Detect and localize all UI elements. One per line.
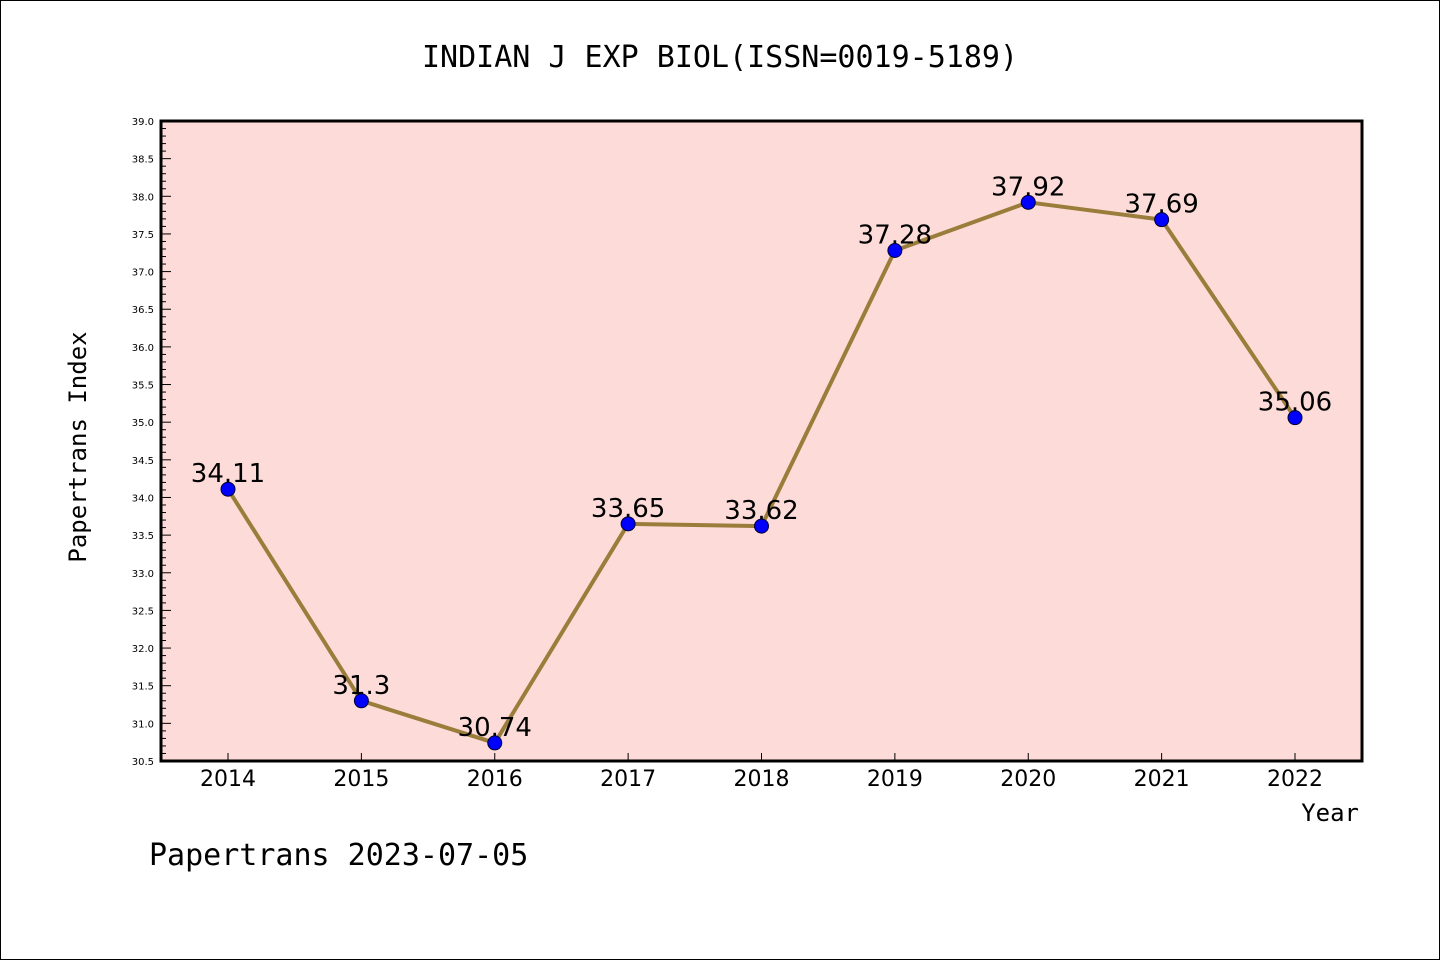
- plot-border: [159, 119, 1364, 763]
- data-point-marker: [1020, 194, 1036, 210]
- y-tick-label: 36.0: [132, 343, 154, 354]
- data-point-marker: [353, 693, 369, 709]
- y-tick-label: 35.5: [132, 381, 154, 392]
- plot-area: [161, 121, 1362, 761]
- x-tick-label: 2019: [867, 767, 923, 792]
- data-label: 33.62: [724, 496, 798, 526]
- data-label: 30.74: [458, 713, 532, 743]
- y-tick-label: 37.5: [132, 230, 154, 241]
- y-tick-label: 37.0: [132, 268, 154, 279]
- data-label: 37.92: [991, 172, 1065, 202]
- data-label: 31.3: [332, 671, 390, 701]
- y-tick-label: 34.0: [132, 493, 154, 504]
- x-tick-label: 2016: [467, 767, 523, 792]
- x-tick-label: 2022: [1267, 767, 1323, 792]
- data-label: 37.28: [858, 221, 932, 251]
- data-point-marker: [620, 516, 636, 532]
- y-tick-label: 31.0: [132, 719, 154, 730]
- x-axis-ticks: 2014 2015 2016 2017 2018 2019 2020 2021 2022: [200, 753, 1323, 792]
- x-axis-title: Year: [1301, 799, 1359, 827]
- footer-text: Papertrans 2023-07-05: [149, 838, 528, 873]
- series-layer: [220, 194, 1303, 751]
- data-labels-layer: 34.11 31.3 30.74 33.65 33.62 37.28 37.92 37.69 3…: [191, 172, 1332, 743]
- y-tick-label: 31.5: [132, 682, 154, 693]
- chart-title: INDIAN J EXP BIOL(ISSN=0019-5189): [422, 40, 1018, 75]
- data-point-marker: [1154, 212, 1170, 228]
- data-label: 34.11: [191, 459, 265, 489]
- y-tick-label: 36.5: [132, 305, 154, 316]
- y-tick-label: 35.0: [132, 418, 154, 429]
- data-point-marker: [220, 481, 236, 497]
- data-point-marker: [887, 243, 903, 259]
- data-label: 35.06: [1258, 388, 1332, 418]
- x-tick-label: 2017: [600, 767, 656, 792]
- y-tick-label: 30.5: [132, 757, 154, 768]
- y-tick-label: 32.5: [132, 606, 154, 617]
- x-tick-label: 2020: [1000, 767, 1056, 792]
- data-label: 37.69: [1124, 190, 1198, 220]
- x-tick-label: 2014: [200, 767, 256, 792]
- y-axis-ticks: 30.5 31.0 31.5 32.0 32.5 33.0 33.5 34.0 34.5 35.0…: [132, 117, 171, 768]
- y-tick-label: 32.0: [132, 644, 154, 655]
- x-tick-label: 2021: [1134, 767, 1190, 792]
- data-point-marker: [1287, 410, 1303, 426]
- y-tick-label: 38.0: [132, 192, 154, 203]
- data-point-marker: [754, 518, 769, 534]
- y-tick-label: 38.5: [132, 155, 154, 166]
- y-tick-label: 34.5: [132, 456, 154, 467]
- y-tick-label: 33.5: [132, 531, 154, 542]
- y-tick-label: 33.0: [132, 569, 154, 580]
- y-axis-title: Papertrans Index: [64, 331, 92, 562]
- y-tick-label: 39.0: [132, 117, 154, 128]
- data-point-marker: [487, 735, 503, 751]
- x-tick-label: 2018: [734, 767, 790, 792]
- data-label: 33.65: [591, 494, 665, 524]
- x-tick-label: 2015: [333, 767, 389, 792]
